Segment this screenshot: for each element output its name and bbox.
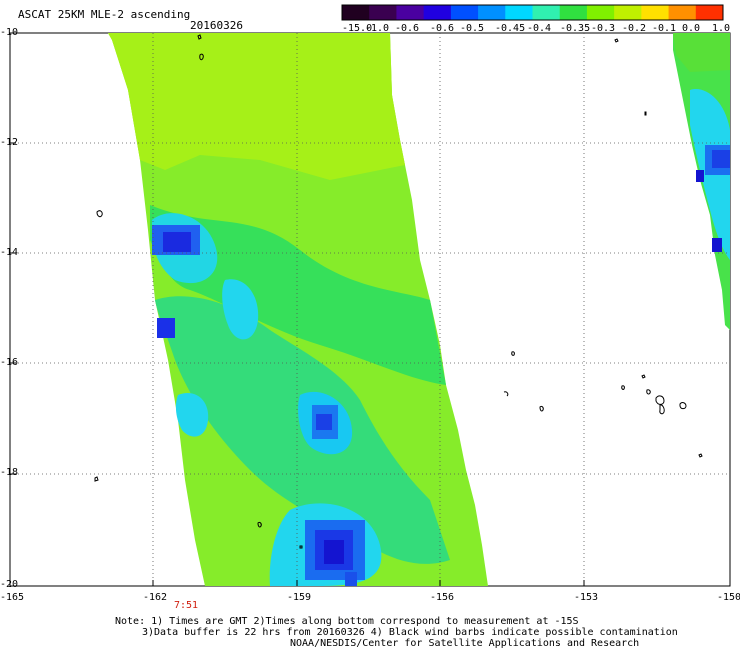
colorbar-swatch	[423, 5, 452, 20]
colorbar-label: -0.1	[652, 23, 677, 34]
colorbar-swatch	[641, 5, 670, 20]
colorbar-swatch	[450, 5, 479, 20]
colorbar-frame	[341, 4, 724, 21]
swath-left	[108, 33, 488, 586]
colorbar-swatch	[396, 5, 425, 20]
colorbar-swatch	[342, 5, 370, 20]
colorbar-label: -1.0	[365, 23, 390, 34]
colorbar-swatch	[586, 5, 615, 20]
lon-label-153: -153	[574, 592, 599, 603]
island-outlines	[94, 34, 703, 549]
colorbar-label: -0.2	[622, 23, 647, 34]
lon-label-156: -156	[430, 592, 455, 603]
colorbar-label: -15.0	[342, 23, 373, 34]
swath-right	[673, 33, 730, 330]
note-line-2: 3)Data buffer is 22 hrs from 20160326 4)…	[142, 627, 678, 638]
note-line-1: Note: 1) Times are GMT 2)Times along bot…	[115, 616, 579, 627]
colorbar-label: -0.3	[591, 23, 616, 34]
lat-label-14: -14	[0, 247, 19, 258]
colorbar-label: -0.6	[395, 23, 420, 34]
colorbar-label: -0.45	[495, 23, 526, 34]
colorbar	[341, 4, 724, 21]
colorbar-swatch	[478, 5, 506, 20]
colorbar-label: 1.0	[712, 23, 731, 34]
axis-ticks	[9, 32, 731, 587]
gridlines	[10, 33, 730, 586]
colorbar-swatch	[695, 5, 724, 20]
colorbar-swatch	[505, 5, 533, 20]
lon-label-165: -165	[0, 592, 25, 603]
colorbar-label: -0.6	[430, 23, 455, 34]
note-line-3: NOAA/NESDIS/Center for Satellite Applica…	[290, 638, 640, 649]
lon-label-150: -150	[717, 592, 740, 603]
colorbar-swatch	[532, 5, 561, 20]
colorbar-label: 0.0	[682, 23, 701, 34]
lat-label-18: -18	[0, 467, 19, 478]
lat-label-12: -12	[0, 137, 19, 148]
colorbar-swatch	[668, 5, 697, 20]
colorbar-swatch	[614, 5, 642, 20]
swath-time-label: 7:51	[174, 600, 199, 611]
lon-label-159: -159	[287, 592, 312, 603]
lon-label-162: -162	[143, 592, 168, 603]
lat-label-10: -10	[0, 27, 19, 38]
colorbar-label: -0.4	[527, 23, 552, 34]
chart-title: ASCAT 25KM MLE-2 ascending	[18, 8, 191, 21]
lat-label-16: -16	[0, 357, 19, 368]
colorbar-label: -0.5	[460, 23, 485, 34]
lat-label-20: -20	[0, 579, 19, 590]
colorbar-label: -0.35	[560, 23, 591, 34]
colorbar-swatch	[559, 5, 588, 20]
date-label: 20160326	[190, 19, 243, 32]
colorbar-swatch	[369, 5, 397, 20]
